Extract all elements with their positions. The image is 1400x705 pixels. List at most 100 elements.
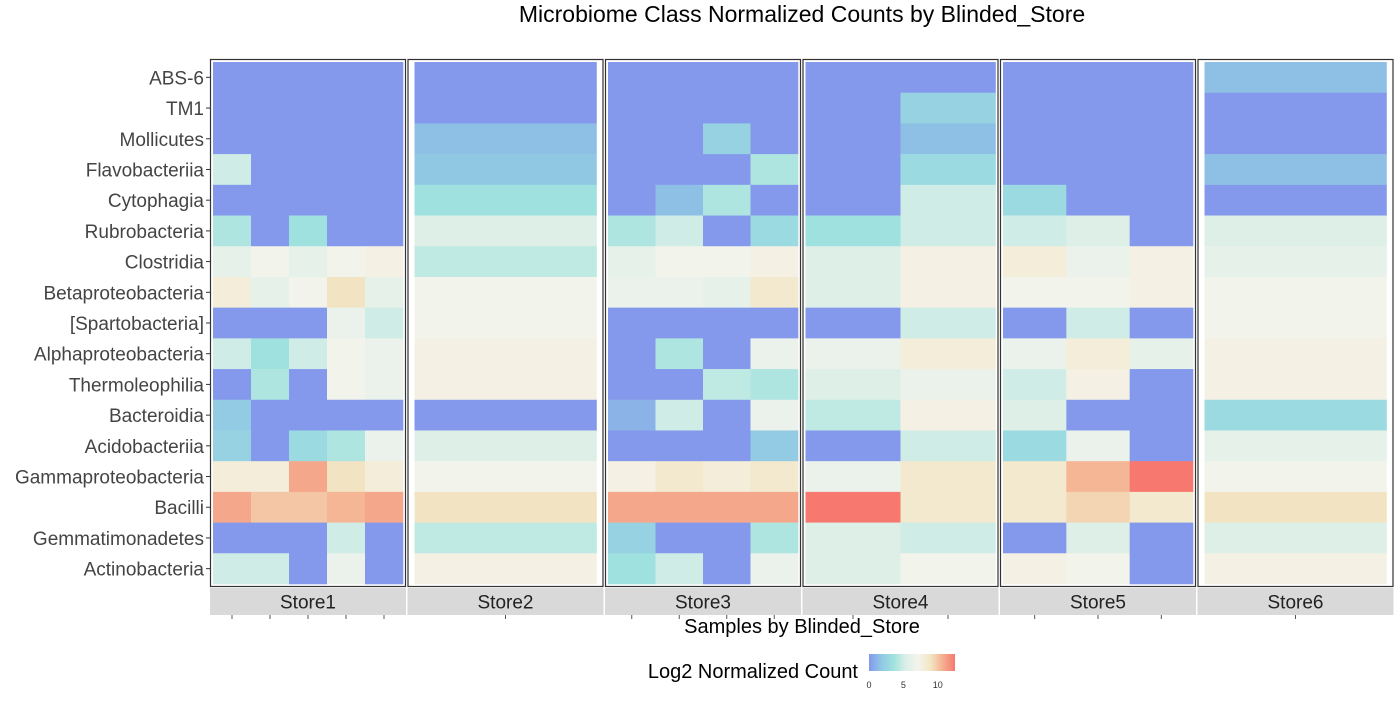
heatmap-cell xyxy=(805,92,901,124)
heatmap-cell xyxy=(900,399,996,431)
heatmap-cell xyxy=(213,123,252,155)
heatmap-cell xyxy=(289,399,328,431)
heatmap-cell xyxy=(327,92,366,124)
heatmap-cell xyxy=(900,276,996,308)
heatmap-cell xyxy=(750,553,799,585)
heatmap-cell xyxy=(1129,123,1194,155)
panel-border xyxy=(209,58,407,588)
heatmap-cell xyxy=(750,338,799,370)
heatmap-cell xyxy=(289,92,328,124)
facet-panel: Store4 xyxy=(802,58,999,619)
heatmap-cell xyxy=(414,276,597,308)
row-label: Bacilli xyxy=(154,498,204,519)
heatmap-cell xyxy=(289,215,328,247)
heatmap-cell xyxy=(251,430,290,462)
panel-border xyxy=(999,58,1197,588)
heatmap-cell xyxy=(1129,307,1194,339)
heatmap-cell xyxy=(608,338,656,370)
heatmap-cell xyxy=(655,369,704,401)
heatmap-cell xyxy=(805,154,901,186)
heatmap-cell xyxy=(805,522,901,554)
panel-border xyxy=(1197,58,1394,588)
heatmap-cell xyxy=(655,522,704,554)
row-label: Mollicutes xyxy=(120,130,204,151)
heatmap-cell xyxy=(703,522,751,554)
heatmap-cell xyxy=(1003,92,1067,124)
heatmap-cell xyxy=(213,522,252,554)
heatmap-cell xyxy=(750,246,799,278)
heatmap-cell xyxy=(900,123,996,155)
heatmap-cell xyxy=(655,553,704,585)
row-label: Alphaproteobacteria xyxy=(34,345,204,366)
heatmap-cell xyxy=(805,62,901,94)
row-label: Gammaproteobacteria xyxy=(15,468,204,489)
heatmap-cell xyxy=(1003,430,1067,462)
heatmap-cell xyxy=(655,215,704,247)
heatmap-cell xyxy=(213,276,252,308)
chart-title: Microbiome Class Normalized Counts by Bl… xyxy=(519,1,1085,27)
heatmap-cell xyxy=(805,338,901,370)
heatmap-cell xyxy=(213,399,252,431)
heatmap-cell xyxy=(1066,553,1130,585)
heatmap-cell xyxy=(1066,522,1130,554)
heatmap-cell xyxy=(414,522,597,554)
heatmap-cell xyxy=(414,123,597,155)
heatmap-cell xyxy=(251,154,290,186)
heatmap-cell xyxy=(1129,491,1194,523)
heatmap-cell xyxy=(703,553,751,585)
legend-tick-label: 0 xyxy=(866,680,871,690)
heatmap-cell xyxy=(1003,246,1067,278)
heatmap-cell xyxy=(251,553,290,585)
panel-border xyxy=(604,58,802,588)
heatmap-cell xyxy=(608,276,656,308)
heatmap-cell xyxy=(805,215,901,247)
heatmap-cell xyxy=(289,307,328,339)
heatmap-cell xyxy=(1003,369,1067,401)
heatmap-cell xyxy=(1066,338,1130,370)
heatmap-cell xyxy=(327,369,366,401)
heatmap-cell xyxy=(365,123,404,155)
heatmap-cell xyxy=(900,369,996,401)
heatmap-cell xyxy=(655,184,704,216)
panel-border xyxy=(802,58,999,588)
row-label: [Spartobacteria] xyxy=(70,314,204,335)
heatmap-cell xyxy=(1129,62,1194,94)
heatmap-cell xyxy=(655,62,704,94)
heatmap-cell xyxy=(1129,399,1194,431)
heatmap-cell xyxy=(608,123,656,155)
heatmap-cell xyxy=(251,276,290,308)
heatmap-cell xyxy=(750,62,799,94)
heatmap-cell xyxy=(213,62,252,94)
heatmap-cell xyxy=(805,369,901,401)
heatmap-cell xyxy=(289,154,328,186)
heatmap-cell xyxy=(1003,62,1067,94)
heatmap-cell xyxy=(327,553,366,585)
heatmap-cell xyxy=(655,154,704,186)
heatmap-cell xyxy=(1204,92,1387,124)
legend-title: Log2 Normalized Count xyxy=(648,661,859,683)
heatmap-cell xyxy=(327,430,366,462)
facet-panel: Store1 xyxy=(209,58,407,619)
heatmap-cell xyxy=(703,184,751,216)
heatmap-cell xyxy=(289,369,328,401)
heatmap-cell xyxy=(1204,491,1387,523)
heatmap-cell xyxy=(1066,307,1130,339)
heatmap-cell xyxy=(655,276,704,308)
heatmap-cell xyxy=(327,246,366,278)
heatmap-cell xyxy=(1003,522,1067,554)
row-label: Flavobacteriia xyxy=(86,160,205,181)
facet-panel: Store6 xyxy=(1197,58,1394,619)
heatmap-cell xyxy=(1129,553,1194,585)
heatmap-cell xyxy=(1129,430,1194,462)
heatmap-cell xyxy=(1129,338,1194,370)
heatmap-cell xyxy=(1129,154,1194,186)
heatmap-cell xyxy=(1066,246,1130,278)
heatmap-cell xyxy=(251,123,290,155)
heatmap-cell xyxy=(1204,338,1387,370)
heatmap-cell xyxy=(655,491,704,523)
heatmap-cell xyxy=(750,276,799,308)
heatmap-cell xyxy=(251,307,290,339)
heatmap-cell xyxy=(414,338,597,370)
panel-border xyxy=(407,58,604,588)
